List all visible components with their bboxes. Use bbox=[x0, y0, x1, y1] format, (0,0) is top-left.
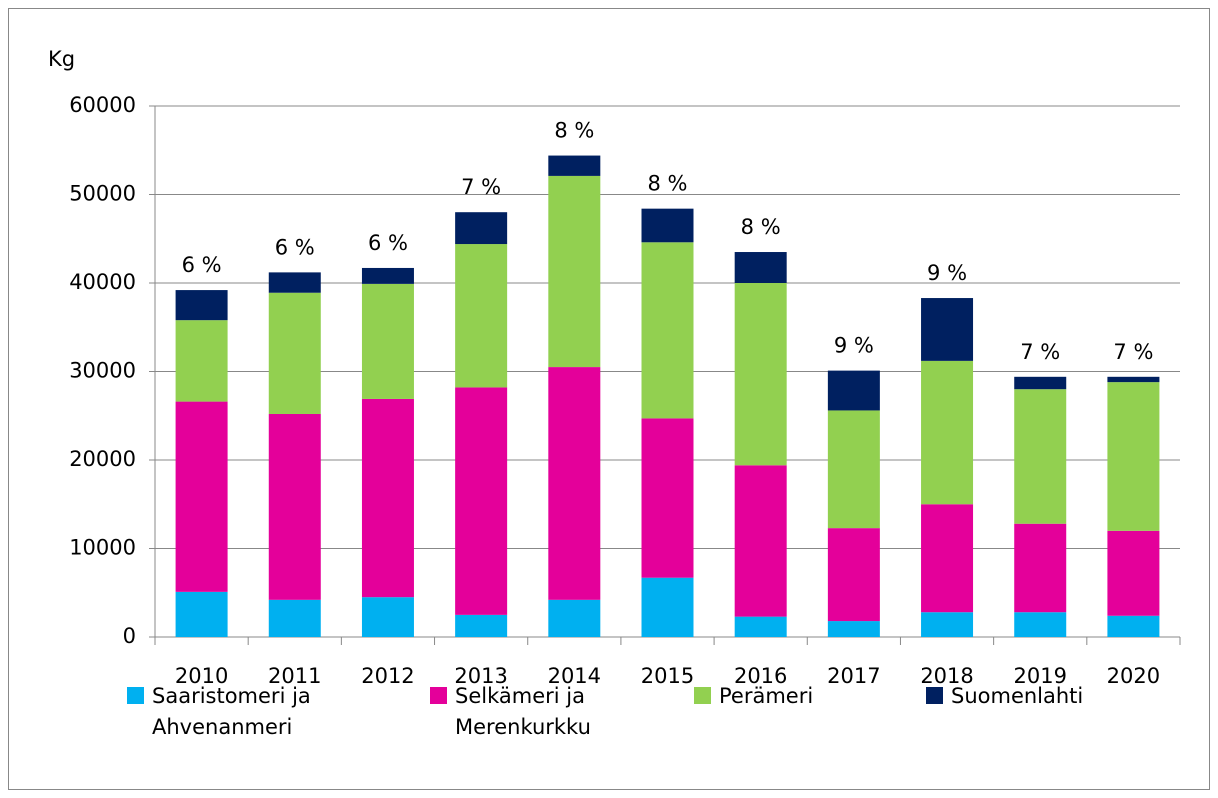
legend-swatch bbox=[430, 687, 447, 704]
y-tick-label: 60000 bbox=[69, 93, 136, 117]
bar-segment bbox=[548, 155, 601, 176]
x-tick-label: 2013 bbox=[454, 664, 507, 688]
x-tick-label: 2012 bbox=[361, 664, 414, 688]
bar-segment bbox=[641, 242, 694, 419]
legend-label: Suomenlahti bbox=[951, 684, 1084, 708]
bar-segment bbox=[361, 283, 414, 399]
bar-segment bbox=[548, 367, 601, 600]
legend-label: Saaristomeri ja Ahvenanmeri bbox=[152, 684, 311, 739]
y-tick-label: 30000 bbox=[69, 359, 136, 383]
bar-segment bbox=[548, 599, 601, 637]
bar-segment bbox=[1014, 376, 1067, 390]
bar-label: 7 % bbox=[1113, 340, 1153, 364]
bar-segment bbox=[1014, 612, 1067, 637]
y-tick-label: 0 bbox=[123, 624, 136, 648]
x-tick-label: 2010 bbox=[175, 664, 228, 688]
x-tick-label: 2018 bbox=[920, 664, 973, 688]
y-axis-label: Kg bbox=[48, 47, 75, 71]
bar-segment bbox=[268, 272, 321, 293]
bar-segment bbox=[455, 614, 508, 637]
y-tick-label: 40000 bbox=[69, 270, 136, 294]
bar-segment bbox=[455, 244, 508, 388]
bar-segment bbox=[1107, 376, 1160, 383]
bar-label: 6 % bbox=[275, 235, 315, 259]
bar-segment bbox=[734, 252, 787, 283]
bar-label: 6 % bbox=[368, 231, 408, 255]
bar-segment bbox=[175, 591, 228, 637]
bar-segment bbox=[827, 410, 880, 529]
bar-segment bbox=[921, 298, 974, 361]
y-tick-label: 10000 bbox=[69, 536, 136, 560]
bar-label: 8 % bbox=[648, 172, 688, 196]
legend-swatch bbox=[694, 687, 711, 704]
bar-segment bbox=[734, 283, 787, 466]
bar-segment bbox=[641, 577, 694, 637]
bar-segment bbox=[268, 599, 321, 637]
bar-segment bbox=[361, 267, 414, 284]
bar-segment bbox=[268, 413, 321, 600]
bar-segment bbox=[827, 370, 880, 411]
x-tick-label: 2011 bbox=[268, 664, 321, 688]
bar-segment bbox=[268, 292, 321, 414]
bar-segment bbox=[1107, 615, 1160, 637]
bar-segment bbox=[1107, 382, 1160, 531]
bar-segment bbox=[641, 418, 694, 578]
bar-label: 9 % bbox=[927, 261, 967, 285]
bar-segment bbox=[921, 360, 974, 505]
bar-label: 9 % bbox=[834, 334, 874, 358]
bar-segment bbox=[1014, 389, 1067, 524]
bar-segment bbox=[175, 290, 228, 321]
x-tick-label: 2017 bbox=[827, 664, 880, 688]
bar-segment bbox=[827, 528, 880, 622]
x-tick-label: 2020 bbox=[1107, 664, 1160, 688]
bar-segment bbox=[175, 320, 228, 402]
bar-segment bbox=[455, 212, 508, 245]
bar-segment bbox=[1107, 530, 1160, 616]
bar-label: 7 % bbox=[1020, 340, 1060, 364]
legend-item: Saaristomeri ja Ahvenanmeri bbox=[127, 681, 317, 743]
legend-label: Perämeri bbox=[719, 684, 814, 708]
bar-segment bbox=[641, 208, 694, 243]
bar-segment bbox=[1014, 523, 1067, 613]
bar-segment bbox=[548, 175, 601, 368]
bar-segment bbox=[175, 401, 228, 592]
x-tick-label: 2016 bbox=[734, 664, 787, 688]
x-tick-label: 2015 bbox=[641, 664, 694, 688]
bar-segment bbox=[921, 612, 974, 637]
legend-swatch bbox=[926, 687, 943, 704]
bar-label: 6 % bbox=[182, 253, 222, 277]
legend-item: Suomenlahti bbox=[926, 681, 1116, 712]
y-tick-label: 50000 bbox=[69, 182, 136, 206]
legend-label: Selkämeri ja Merenkurkku bbox=[455, 684, 591, 739]
y-tick-label: 20000 bbox=[69, 447, 136, 471]
bar-segment bbox=[361, 597, 414, 637]
legend-swatch bbox=[127, 687, 144, 704]
bar-segment bbox=[827, 621, 880, 637]
x-tick-label: 2014 bbox=[548, 664, 601, 688]
bar-segment bbox=[734, 465, 787, 617]
legend-item: Selkämeri ja Merenkurkku bbox=[430, 681, 620, 743]
bar-segment bbox=[734, 616, 787, 637]
bar-segment bbox=[361, 398, 414, 598]
bar-segment bbox=[921, 504, 974, 613]
bar-label: 8 % bbox=[741, 215, 781, 239]
bar-label: 8 % bbox=[554, 119, 594, 143]
x-tick-label: 2019 bbox=[1014, 664, 1067, 688]
legend-item: Perämeri bbox=[694, 681, 884, 712]
bar-segment bbox=[455, 387, 508, 615]
bar-label: 7 % bbox=[461, 175, 501, 199]
frame bbox=[8, 8, 1210, 790]
